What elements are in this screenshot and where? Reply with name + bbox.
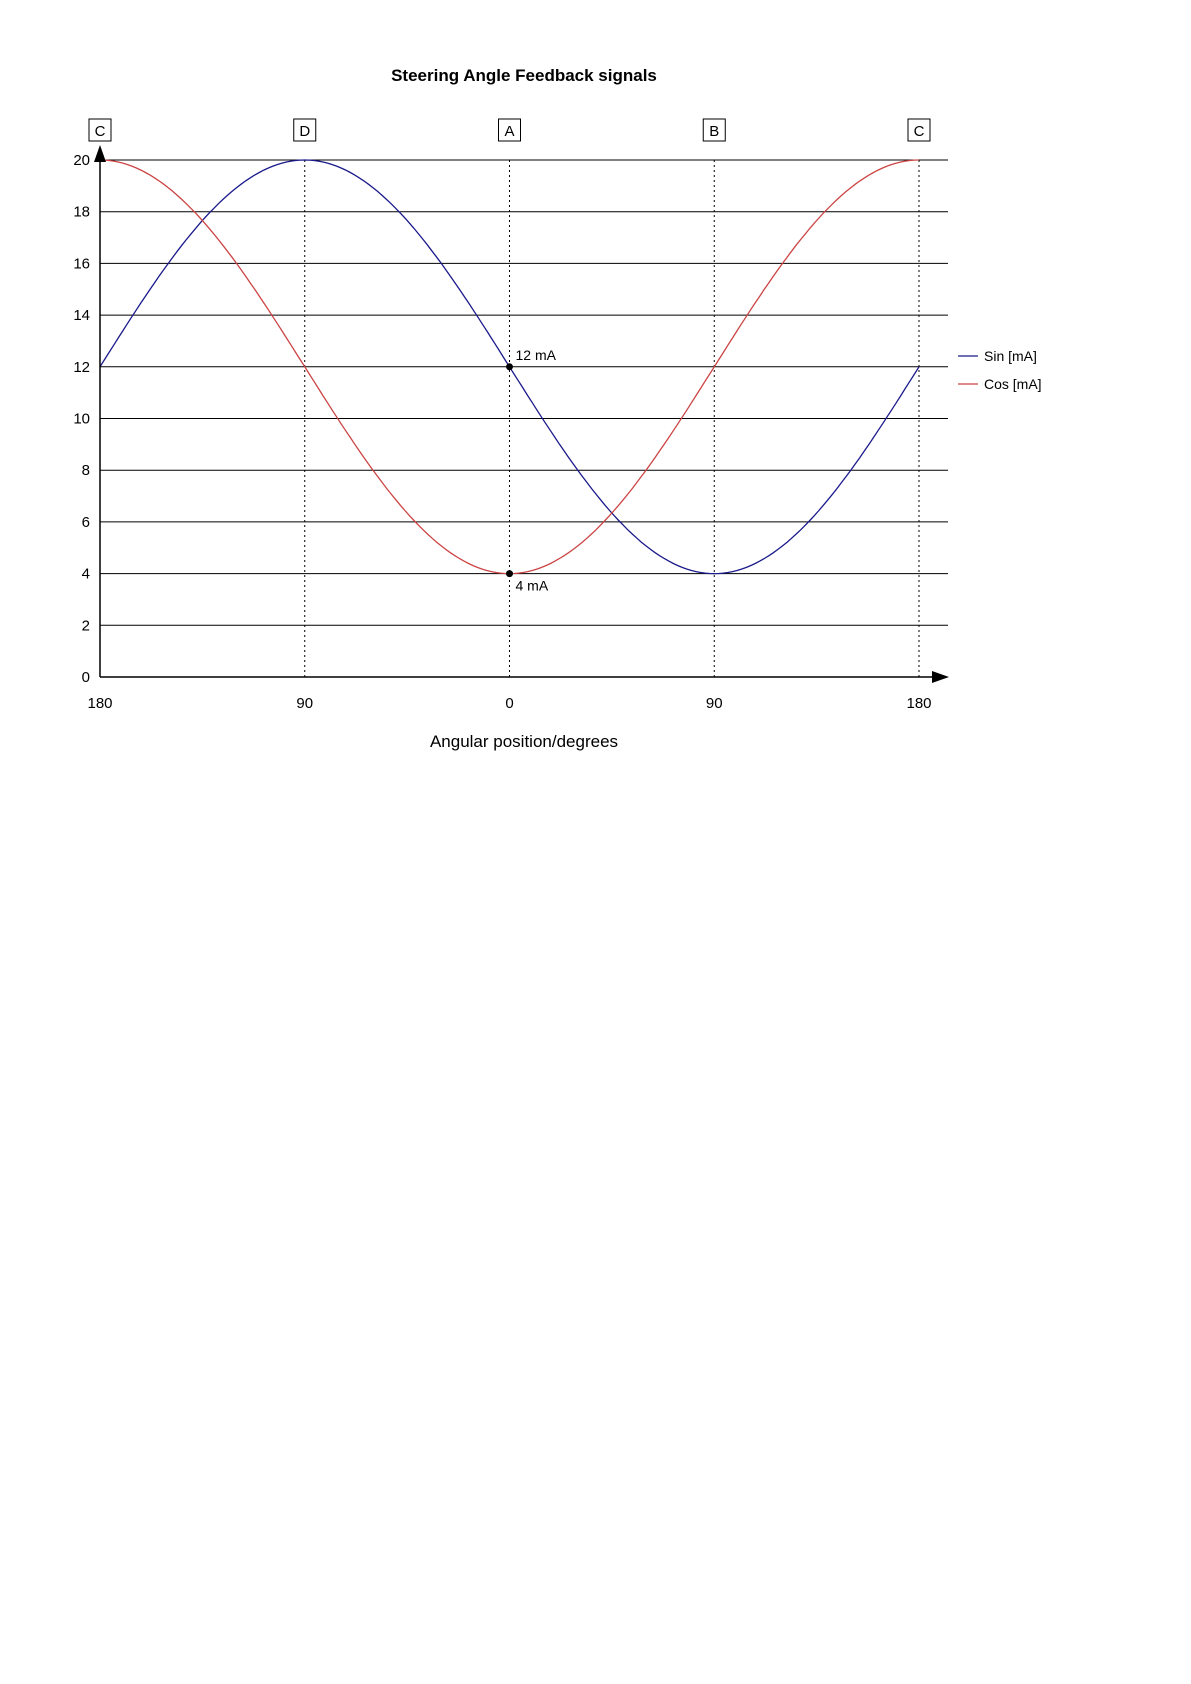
section-label: C bbox=[95, 123, 106, 140]
y-tick-label: 8 bbox=[82, 462, 90, 479]
marker-point bbox=[506, 570, 513, 578]
section-label: C bbox=[914, 123, 925, 140]
x-tick-label: 180 bbox=[87, 695, 112, 712]
section-label: B bbox=[709, 123, 719, 140]
x-tick-label: 90 bbox=[296, 695, 313, 712]
legend-label-cos: Cos [mA] bbox=[984, 376, 1042, 392]
section-box-B bbox=[702, 118, 726, 142]
legend-label-sin: Sin [mA] bbox=[984, 348, 1037, 364]
section-box-C bbox=[907, 118, 931, 142]
section-box-D bbox=[293, 118, 317, 142]
y-tick-label: 12 bbox=[73, 359, 90, 376]
marker-label: 12 mA bbox=[516, 347, 557, 363]
x-axis-arrow bbox=[932, 671, 949, 683]
y-tick-label: 16 bbox=[73, 255, 90, 272]
y-tick-label: 6 bbox=[82, 514, 90, 531]
chart-title: Steering Angle Feedback signals bbox=[391, 66, 657, 85]
x-tick-label: 90 bbox=[706, 695, 723, 712]
section-label: A bbox=[504, 123, 514, 140]
y-tick-label: 10 bbox=[73, 411, 90, 428]
y-tick-label: 4 bbox=[82, 566, 90, 583]
x-tick-label: 180 bbox=[906, 695, 931, 712]
y-tick-label: 18 bbox=[73, 204, 90, 221]
x-tick-label: 0 bbox=[505, 695, 513, 712]
y-tick-label: 0 bbox=[82, 669, 90, 686]
marker-label: 4 mA bbox=[516, 578, 549, 594]
y-tick-label: 20 bbox=[73, 152, 90, 169]
section-box-A bbox=[498, 118, 521, 142]
y-tick-label: 2 bbox=[82, 617, 90, 634]
x-axis-label: Angular position/degrees bbox=[429, 732, 619, 751]
section-box-C bbox=[88, 118, 112, 142]
y-tick-label: 14 bbox=[73, 307, 90, 324]
steering-angle-feedback-chart: 0 2 4 6 8 10 12 14 16 18 20 C D A B C 180 90 0 90 180 Sin [mA… bbox=[73, 118, 1042, 712]
marker-point bbox=[506, 363, 513, 371]
section-label: D bbox=[299, 123, 310, 140]
y-axis-arrow bbox=[94, 145, 106, 162]
